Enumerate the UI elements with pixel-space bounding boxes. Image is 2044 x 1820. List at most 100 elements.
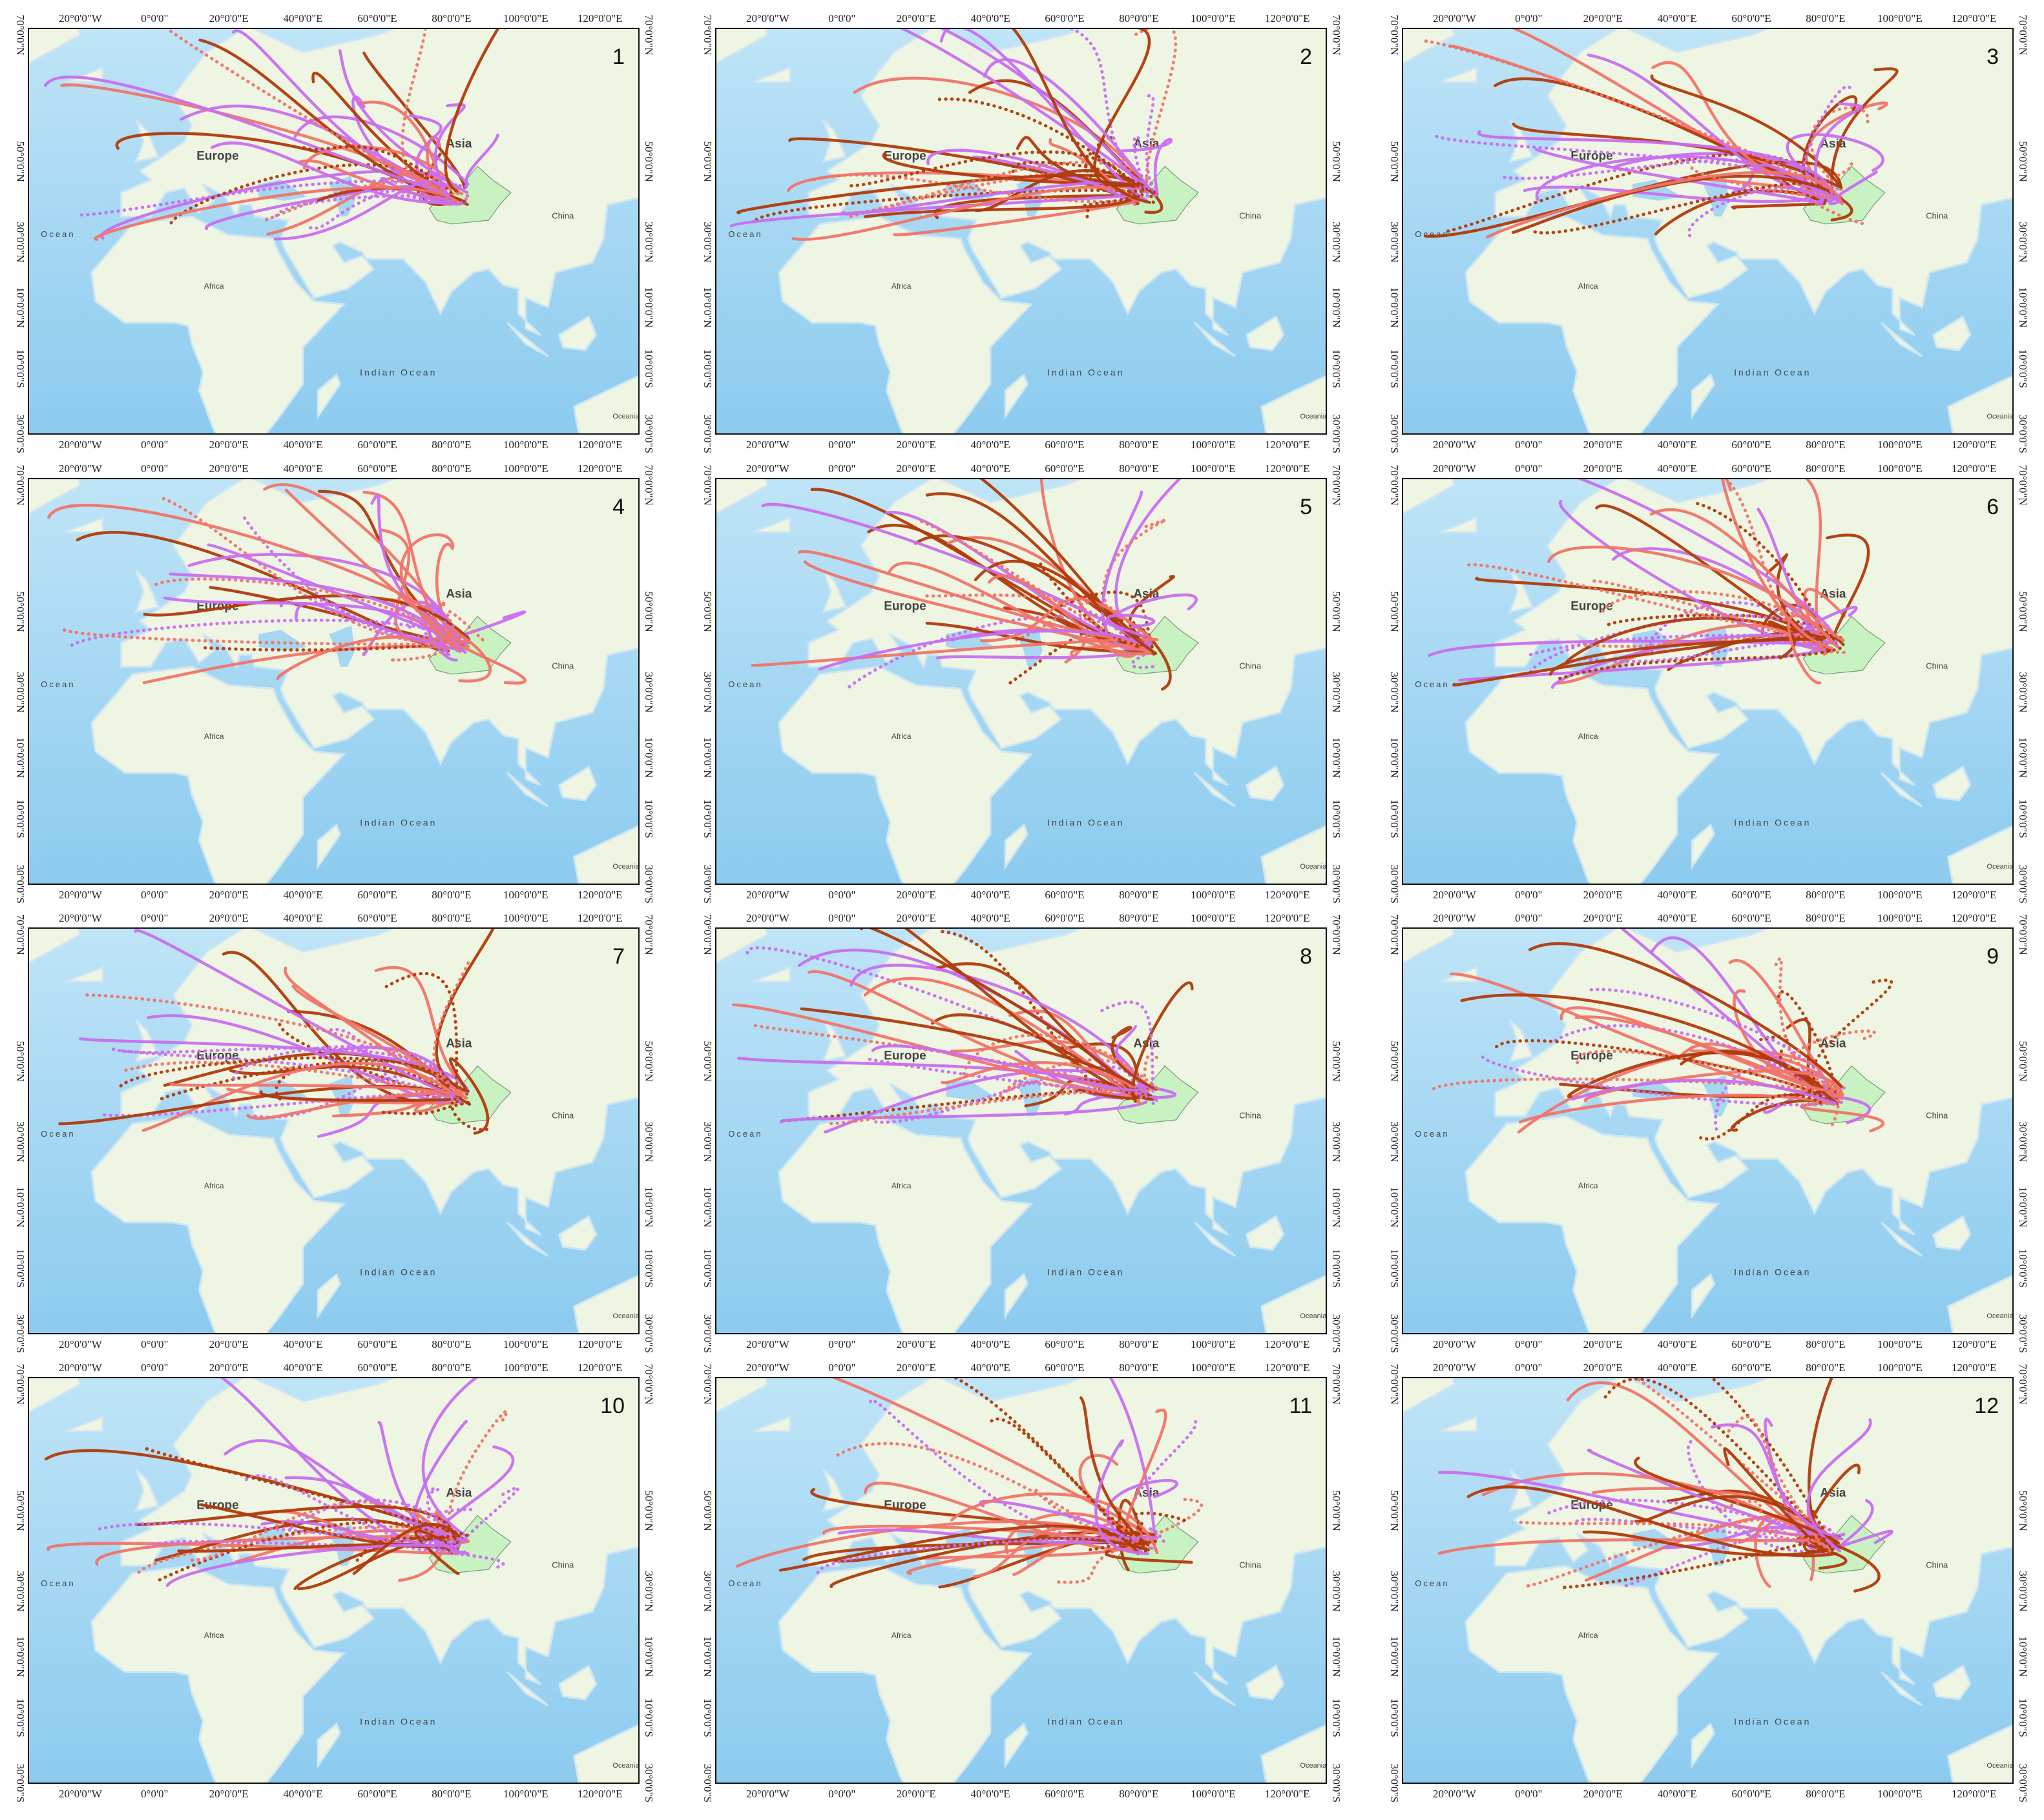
- trajectory: [60, 83, 449, 198]
- lat-tick-label-left: 30°0'0"N: [702, 1571, 714, 1611]
- lat-tick-label-left: 10°0'0"S: [1388, 800, 1401, 838]
- lon-tick-label-top: 0°0'0": [1515, 1361, 1542, 1374]
- lat-tick-label-left: 70°0'0"N: [1388, 465, 1401, 506]
- lat-tick-label-right: 10°0'0"N: [2017, 1636, 2029, 1677]
- inland-sea: [258, 630, 307, 651]
- trajectory: [752, 1023, 1143, 1099]
- trajectory: [58, 626, 459, 646]
- trajectory: [926, 149, 1135, 205]
- place-label: Asia: [446, 1037, 472, 1050]
- place-label: Europe: [196, 1050, 238, 1063]
- lon-tick-label-bottom: 120°0'0"E: [578, 889, 623, 901]
- panel-number: 9: [1987, 944, 1999, 969]
- trajectories: [731, 928, 1194, 1133]
- trajectory: [302, 145, 461, 194]
- lat-tick-label-right: 30°0'0"N: [643, 1571, 655, 1611]
- panel-number: 7: [612, 944, 625, 969]
- lat-tick-label-right: 30°0'0"S: [2017, 415, 2029, 453]
- land: [1946, 1274, 2013, 1334]
- lat-tick-label-left: 30°0'0"N: [1388, 1121, 1401, 1162]
- lat-tick-label-left: 50°0'0"N: [702, 1041, 714, 1082]
- lon-tick-label-top: 100°0'0"E: [503, 1361, 548, 1374]
- land: [1004, 373, 1029, 420]
- place-label: Ocean: [728, 679, 762, 689]
- lat-tick-label-right: 70°0'0"N: [643, 465, 655, 506]
- panel-number: 12: [1974, 1394, 1999, 1418]
- lon-tick-label-top: 0°0'0": [141, 912, 168, 924]
- lat-tick-label-right: 70°0'0"N: [643, 15, 655, 56]
- land: [1932, 1214, 1972, 1251]
- trajectories: [751, 479, 1198, 691]
- lat-tick-label-right: 30°0'0"N: [643, 222, 655, 262]
- place-label: Oceania: [1987, 1312, 2014, 1320]
- panel-number: 3: [1987, 45, 1999, 69]
- lon-tick-label-top: 120°0'0"E: [1952, 912, 1997, 924]
- lat-tick-label-left: 70°0'0"N: [702, 915, 714, 955]
- lon-tick-label-top: 20°0'0"E: [209, 912, 249, 924]
- lon-tick-label-bottom: 120°0'0"E: [1952, 439, 1997, 451]
- lat-tick-label-right: 10°0'0"N: [1330, 1636, 1342, 1677]
- land: [808, 1378, 1326, 1685]
- trajectory: [287, 1009, 460, 1098]
- lon-tick-label-bottom: 20°0'0"E: [209, 889, 249, 901]
- lon-tick-label-top: 80°0'0"E: [432, 462, 471, 475]
- trajectory: [1723, 1447, 1826, 1554]
- lon-tick-label-bottom: 120°0'0"E: [578, 1788, 623, 1800]
- lat-tick-label-right: 10°0'0"N: [2017, 1186, 2029, 1227]
- trajectory: [1512, 122, 1841, 189]
- lon-tick-label-top: 120°0'0"E: [1952, 462, 1997, 475]
- trajectory: [1481, 1472, 1832, 1554]
- trajectory: [464, 133, 499, 186]
- lon-tick-label-bottom: 40°0'0"E: [284, 1338, 323, 1350]
- lon-tick-label-top: 80°0'0"E: [432, 12, 471, 25]
- lat-tick-label-right: 30°0'0"N: [1330, 222, 1342, 262]
- trajectory: [1800, 85, 1853, 203]
- land: [1245, 765, 1285, 801]
- trajectory: [134, 929, 459, 1099]
- lat-tick-label-left: 30°0'0"S: [14, 415, 26, 453]
- trajectory: [1731, 202, 1826, 210]
- trajectory: [291, 984, 468, 1100]
- lon-tick-label-bottom: 0°0'0": [141, 1788, 168, 1800]
- lon-tick-label-bottom: 80°0'0"E: [1119, 439, 1158, 451]
- land: [1691, 1272, 1716, 1320]
- lat-tick-label-right: 10°0'0"S: [1330, 1699, 1342, 1737]
- trajectory: [979, 1499, 1138, 1547]
- land: [558, 1664, 598, 1701]
- lon-tick-label-bottom: 40°0'0"E: [971, 1338, 1010, 1350]
- place-label: Africa: [892, 732, 912, 741]
- lat-tick-label-left: 70°0'0"N: [702, 15, 714, 56]
- trajectory: [1128, 575, 1175, 639]
- trajectory: [987, 574, 1136, 658]
- lat-tick-label-right: 50°0'0"N: [1330, 592, 1342, 632]
- land: [1193, 772, 1236, 808]
- trajectory: [1528, 942, 1843, 1088]
- trajectory: [295, 602, 465, 652]
- trajectory: [1114, 479, 1182, 641]
- place-label: China: [1239, 661, 1262, 671]
- place-label: Europe: [884, 1050, 926, 1063]
- lon-tick-label-top: 20°0'0"E: [1583, 12, 1623, 25]
- lon-tick-label-bottom: 0°0'0": [828, 1788, 855, 1800]
- place-label: Indian Ocean: [360, 1267, 437, 1277]
- land: [1193, 1671, 1236, 1707]
- place-label: Oceania: [1987, 1762, 2014, 1770]
- lat-tick-label-left: 10°0'0"N: [14, 737, 26, 778]
- trajectory: [448, 1057, 490, 1135]
- lon-tick-label-bottom: 20°0'0"W: [746, 1338, 790, 1350]
- trajectory: [1094, 1439, 1149, 1555]
- panel-number: 10: [600, 1394, 625, 1418]
- land: [558, 315, 598, 351]
- trajectory: [198, 38, 462, 202]
- trajectory: [1067, 28, 1149, 198]
- lat-tick-label-left: 70°0'0"N: [1388, 915, 1401, 955]
- lon-tick-label-bottom: 80°0'0"E: [432, 889, 471, 901]
- lat-tick-label-right: 30°0'0"S: [643, 865, 655, 904]
- lat-tick-label-right: 50°0'0"N: [643, 141, 655, 182]
- lat-tick-label-left: 30°0'0"S: [14, 1314, 26, 1353]
- land: [134, 119, 160, 163]
- place-label: Oceania: [1300, 863, 1327, 871]
